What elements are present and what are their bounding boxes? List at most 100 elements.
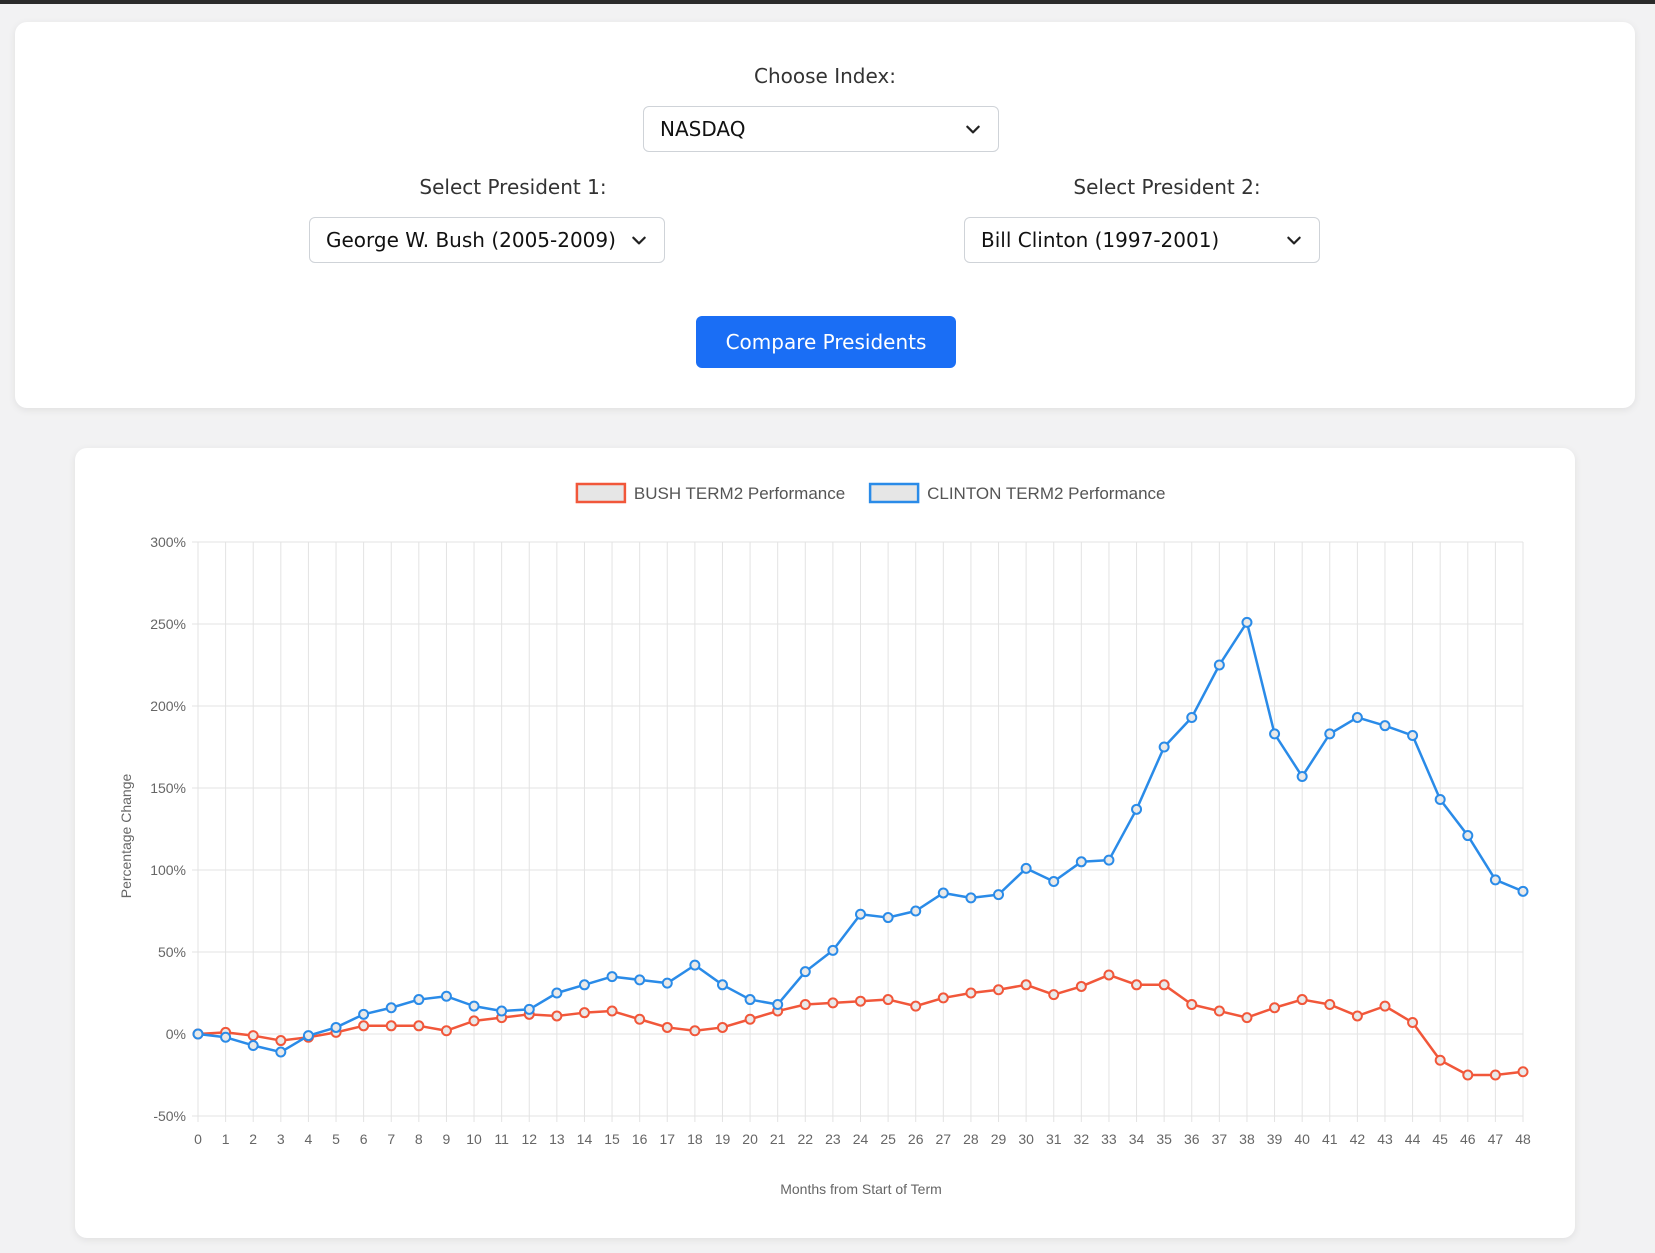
data-point[interactable] — [413, 1020, 425, 1032]
data-point[interactable] — [1131, 979, 1143, 991]
data-point[interactable] — [220, 1031, 232, 1043]
data-point[interactable] — [827, 997, 839, 1009]
data-point[interactable] — [551, 987, 563, 999]
data-point[interactable] — [1213, 1005, 1225, 1017]
data-point[interactable] — [799, 966, 811, 978]
data-point[interactable] — [192, 1028, 204, 1040]
data-point[interactable] — [1158, 741, 1170, 753]
data-point[interactable] — [1351, 1010, 1363, 1022]
data-point[interactable] — [634, 974, 646, 986]
data-point[interactable] — [1407, 1017, 1419, 1029]
data-point[interactable] — [440, 1025, 452, 1037]
data-point[interactable] — [385, 1002, 397, 1014]
data-point[interactable] — [413, 994, 425, 1006]
data-point[interactable] — [606, 971, 618, 983]
data-point[interactable] — [1075, 856, 1087, 868]
data-point[interactable] — [772, 998, 784, 1010]
data-point[interactable] — [468, 1000, 480, 1012]
data-point[interactable] — [1296, 994, 1308, 1006]
data-point[interactable] — [799, 998, 811, 1010]
data-point[interactable] — [882, 994, 894, 1006]
data-point[interactable] — [1379, 720, 1391, 732]
data-point[interactable] — [910, 905, 922, 917]
data-point[interactable] — [1213, 659, 1225, 671]
compare-presidents-button[interactable]: Compare Presidents — [696, 316, 956, 368]
data-point[interactable] — [1517, 885, 1529, 897]
data-point[interactable] — [1103, 854, 1115, 866]
data-point[interactable] — [358, 1020, 370, 1032]
legend-label[interactable]: BUSH TERM2 Performance — [634, 484, 845, 503]
data-point[interactable] — [440, 990, 452, 1002]
data-point[interactable] — [661, 977, 673, 989]
data-point[interactable] — [855, 908, 866, 920]
data-point[interactable] — [1186, 998, 1198, 1010]
data-point[interactable] — [965, 987, 977, 999]
data-point[interactable] — [1131, 803, 1143, 815]
data-point[interactable] — [1241, 1012, 1253, 1024]
data-point[interactable] — [523, 1003, 535, 1015]
president2-select[interactable]: Bill Clinton (1997-2001) — [964, 217, 1320, 263]
data-point[interactable] — [1351, 711, 1363, 723]
legend-swatch[interactable] — [868, 482, 920, 504]
data-point[interactable] — [716, 1021, 728, 1033]
data-point[interactable] — [937, 887, 949, 899]
data-point[interactable] — [716, 979, 728, 991]
data-point[interactable] — [551, 1010, 563, 1022]
data-point[interactable] — [910, 1000, 922, 1012]
data-point[interactable] — [1379, 1000, 1391, 1012]
data-point[interactable] — [855, 995, 866, 1007]
data-point[interactable] — [1407, 730, 1419, 742]
data-point[interactable] — [1048, 989, 1060, 1001]
data-point[interactable] — [827, 944, 839, 956]
data-point[interactable] — [1434, 1054, 1446, 1066]
index-select[interactable]: NASDAQ — [643, 106, 999, 152]
data-point[interactable] — [1269, 728, 1281, 740]
data-point[interactable] — [468, 1015, 480, 1027]
legend-swatch[interactable] — [575, 482, 627, 504]
data-point[interactable] — [661, 1021, 673, 1033]
data-point[interactable] — [744, 1013, 756, 1025]
data-point[interactable] — [1269, 1002, 1281, 1014]
data-point[interactable] — [1434, 793, 1446, 805]
data-point[interactable] — [689, 959, 701, 971]
data-point[interactable] — [634, 1013, 646, 1025]
data-point[interactable] — [1296, 771, 1308, 783]
data-point[interactable] — [1075, 980, 1087, 992]
data-point[interactable] — [882, 912, 894, 924]
data-point[interactable] — [496, 1005, 508, 1017]
data-point[interactable] — [578, 979, 590, 991]
data-point[interactable] — [937, 992, 949, 1004]
data-point[interactable] — [1103, 969, 1115, 981]
data-point[interactable] — [1489, 874, 1501, 886]
data-point[interactable] — [993, 984, 1005, 996]
data-point[interactable] — [1158, 979, 1170, 991]
data-point[interactable] — [993, 889, 1005, 901]
data-point[interactable] — [1020, 979, 1032, 991]
data-point[interactable] — [606, 1005, 618, 1017]
data-point[interactable] — [358, 1008, 370, 1020]
data-point[interactable] — [1517, 1066, 1529, 1078]
data-point[interactable] — [275, 1035, 287, 1047]
data-point[interactable] — [1048, 875, 1060, 887]
data-point[interactable] — [1241, 616, 1253, 628]
data-point[interactable] — [965, 892, 977, 904]
data-point[interactable] — [1462, 830, 1474, 842]
data-point[interactable] — [1462, 1069, 1474, 1081]
data-point[interactable] — [1020, 862, 1032, 874]
data-point[interactable] — [1489, 1069, 1501, 1081]
data-point[interactable] — [1324, 728, 1336, 740]
data-point[interactable] — [385, 1020, 397, 1032]
data-point[interactable] — [247, 1030, 259, 1042]
legend-label[interactable]: CLINTON TERM2 Performance — [927, 484, 1165, 503]
data-point[interactable] — [1324, 998, 1336, 1010]
data-point[interactable] — [744, 994, 756, 1006]
data-point[interactable] — [689, 1025, 701, 1037]
data-point[interactable] — [578, 1007, 590, 1019]
data-point[interactable] — [275, 1046, 287, 1058]
president2-select-value: Bill Clinton (1997-2001) — [981, 228, 1220, 252]
data-point[interactable] — [330, 1021, 342, 1033]
data-point[interactable] — [302, 1030, 314, 1042]
data-point[interactable] — [247, 1039, 259, 1051]
president1-select[interactable]: George W. Bush (2005-2009) — [309, 217, 665, 263]
data-point[interactable] — [1186, 711, 1198, 723]
